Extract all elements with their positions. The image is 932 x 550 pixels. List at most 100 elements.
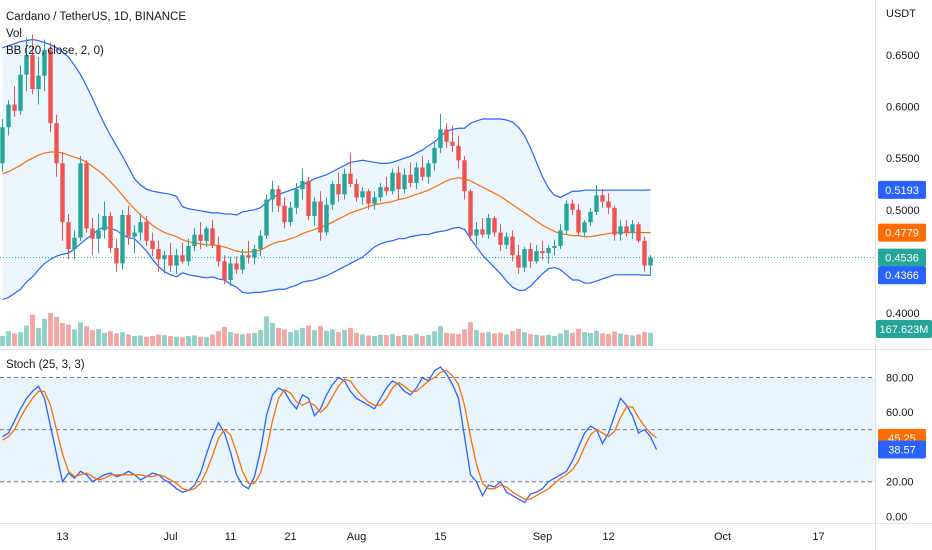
time-tick-label: 13 bbox=[56, 531, 68, 543]
volume-bar bbox=[408, 335, 413, 346]
candle-body bbox=[288, 207, 293, 223]
candle-body bbox=[366, 191, 371, 204]
volume-bar bbox=[78, 322, 83, 346]
volume-bar bbox=[60, 322, 65, 346]
volume-bar bbox=[486, 332, 491, 346]
volume-bar bbox=[444, 332, 449, 346]
candle-body bbox=[588, 211, 593, 223]
volume-bar bbox=[300, 327, 305, 346]
volume-legend: Vol bbox=[6, 28, 22, 40]
candle-body bbox=[342, 173, 347, 195]
last-price-tag: 0.4536 bbox=[885, 253, 919, 265]
candle-body bbox=[276, 189, 281, 206]
stoch-tick-label: 0.00 bbox=[886, 511, 907, 523]
volume-bar bbox=[342, 330, 347, 346]
volume-bar bbox=[282, 329, 287, 346]
volume-bar bbox=[528, 334, 533, 346]
candle-body bbox=[96, 230, 101, 239]
time-tick-label: Jul bbox=[163, 531, 177, 543]
volume-bar bbox=[426, 334, 431, 346]
bollinger-basis-tag: 0.4779 bbox=[885, 228, 919, 240]
volume-bar bbox=[54, 316, 59, 346]
volume-bar bbox=[456, 334, 461, 346]
volume-bar bbox=[600, 333, 605, 346]
volume-bar bbox=[30, 314, 35, 346]
volume-bar bbox=[588, 332, 593, 346]
candle-body bbox=[612, 207, 617, 235]
candle-body bbox=[426, 163, 431, 177]
volume-bar bbox=[594, 330, 599, 346]
candle-body bbox=[312, 201, 317, 216]
volume-tag-bg bbox=[876, 320, 932, 338]
candle-body bbox=[42, 49, 47, 76]
volume-bar bbox=[108, 331, 113, 346]
candle-body bbox=[138, 222, 143, 233]
candle-body bbox=[156, 249, 161, 260]
candle-body bbox=[222, 261, 227, 280]
volume-bar bbox=[612, 331, 617, 346]
candle-body bbox=[516, 255, 521, 268]
candle-body bbox=[360, 191, 365, 198]
volume-bar bbox=[564, 330, 569, 346]
candle-body bbox=[294, 189, 299, 208]
volume-bar bbox=[492, 333, 497, 346]
volume-bar bbox=[468, 322, 473, 346]
volume-bar bbox=[264, 316, 269, 346]
candle-body bbox=[168, 255, 173, 266]
candle-body bbox=[318, 201, 323, 233]
volume-bar bbox=[552, 336, 557, 346]
price-tick-label-partial: 0.4000 bbox=[886, 308, 920, 320]
volume-bar bbox=[330, 329, 335, 346]
candle-body bbox=[72, 237, 77, 250]
volume-bar bbox=[606, 334, 611, 346]
candle-body bbox=[600, 195, 605, 202]
candle-body bbox=[486, 218, 491, 235]
volume-bar bbox=[348, 327, 353, 346]
volume-bar bbox=[648, 332, 653, 346]
candle-body bbox=[108, 215, 113, 248]
volume-bar bbox=[216, 331, 221, 346]
candle-body bbox=[66, 222, 71, 250]
time-tick-label: 11 bbox=[225, 531, 236, 543]
candle-body bbox=[378, 187, 383, 198]
candle-body bbox=[198, 234, 203, 241]
candle-body bbox=[492, 218, 497, 233]
candle-body bbox=[306, 180, 311, 216]
volume-bar bbox=[396, 336, 401, 346]
candle-body bbox=[90, 228, 95, 239]
volume-bar bbox=[402, 334, 407, 346]
candle-body bbox=[150, 240, 155, 250]
candle-body bbox=[570, 203, 575, 210]
candle-body bbox=[558, 230, 563, 246]
volume-bar bbox=[546, 334, 551, 346]
price-tick-label: 0.5000 bbox=[886, 205, 920, 217]
volume-bar bbox=[318, 326, 323, 346]
volume-bar bbox=[240, 334, 245, 346]
volume-bar bbox=[438, 326, 443, 346]
stoch-pane bbox=[0, 366, 875, 504]
volume-bar bbox=[510, 331, 515, 346]
volume-bar bbox=[162, 335, 167, 346]
volume-bar bbox=[204, 337, 209, 346]
price-axis-unit: USDT bbox=[886, 8, 916, 20]
candle-body bbox=[528, 249, 533, 262]
candle-body bbox=[564, 203, 569, 231]
price-tick-label: 0.6500 bbox=[886, 50, 920, 62]
candle-body bbox=[60, 163, 65, 223]
candle-body bbox=[552, 245, 557, 248]
candle-body bbox=[474, 229, 479, 236]
volume-bar bbox=[228, 332, 233, 346]
time-tick-label: 15 bbox=[434, 531, 446, 543]
candle-body bbox=[468, 191, 473, 236]
volume-bar bbox=[624, 334, 629, 346]
candle-body bbox=[630, 224, 635, 233]
candle-body bbox=[174, 255, 179, 266]
volume-bar bbox=[462, 329, 467, 346]
candle-body bbox=[6, 104, 11, 128]
volume-bar bbox=[384, 335, 389, 346]
time-tick-label: 12 bbox=[602, 531, 614, 543]
candle-body bbox=[102, 215, 107, 231]
candle-body bbox=[258, 235, 263, 250]
